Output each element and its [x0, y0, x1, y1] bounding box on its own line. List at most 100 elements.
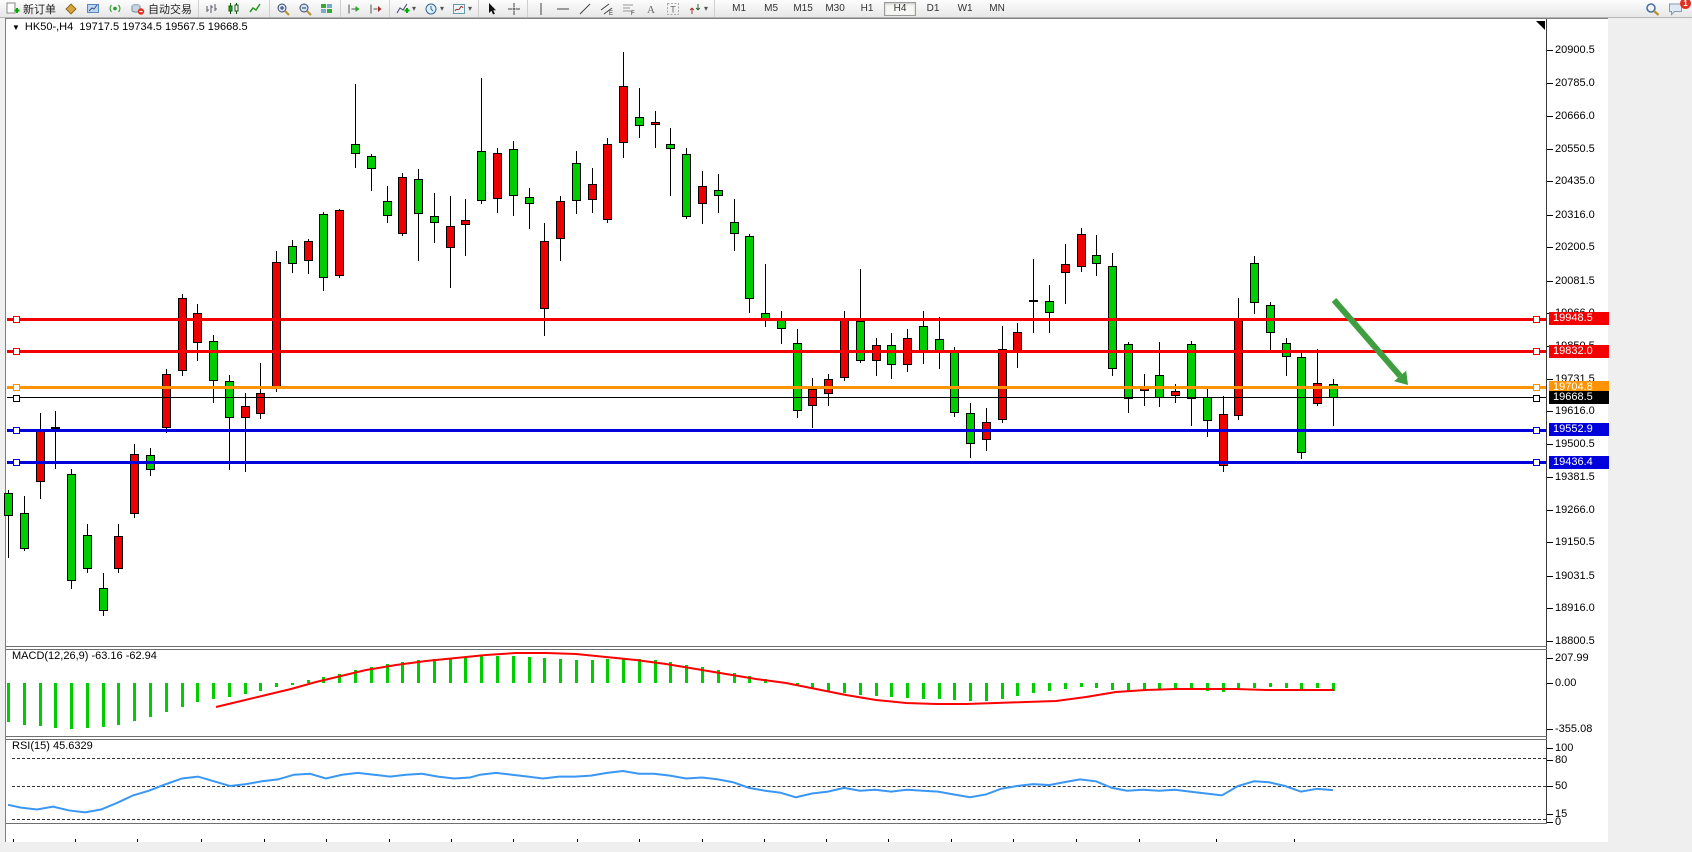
resistance-2-price-badge: 19832.0	[1549, 344, 1609, 358]
timeframe-m1-button[interactable]: M1	[732, 2, 747, 14]
collapse-triangle-icon[interactable]: ▼	[12, 23, 20, 32]
line-handle[interactable]	[13, 395, 20, 403]
line-handle[interactable]	[1533, 315, 1540, 323]
macd-histogram-bar	[842, 683, 846, 694]
resistance-2-line[interactable]	[7, 348, 1546, 356]
timeframe-m30-button[interactable]: M30	[825, 2, 845, 14]
time-axis-tick	[1139, 839, 1140, 844]
resistance-1-line[interactable]	[7, 315, 1546, 323]
chat-button[interactable]: 1	[1665, 0, 1691, 16]
zoom-in-button[interactable]	[273, 1, 293, 16]
auto-scroll-button[interactable]	[344, 1, 364, 16]
line-handle[interactable]	[1533, 395, 1540, 403]
line-handle[interactable]	[13, 348, 20, 356]
text-label-button[interactable]: T	[663, 1, 683, 16]
macd-histogram-bar	[969, 683, 973, 702]
periods-button[interactable]: ▾	[421, 1, 447, 16]
pivot-line[interactable]	[7, 384, 1546, 392]
bars-chart-button[interactable]	[202, 1, 222, 16]
candle-body	[256, 393, 266, 414]
time-axis-tick	[826, 839, 827, 844]
vertical-line-icon	[534, 2, 548, 16]
chart-header[interactable]: ▼ HK50-,H4 19717.5 19734.5 19567.5 19668.…	[12, 21, 248, 33]
candle-body	[272, 262, 282, 389]
macd-histogram-bar	[70, 683, 74, 730]
templates-button[interactable]: ▾	[449, 1, 475, 16]
time-axis-tick	[702, 839, 703, 844]
macd-histogram-bar	[1048, 683, 1052, 692]
line-handle[interactable]	[13, 459, 20, 467]
line-handle[interactable]	[1533, 384, 1540, 392]
search-button[interactable]	[1642, 1, 1663, 16]
candle-body	[1108, 265, 1118, 369]
chevron-down-icon: ▾	[440, 4, 445, 13]
macd-histogram-bar	[38, 683, 42, 727]
horizontal-line-button[interactable]	[553, 1, 573, 16]
chevron-down-icon: ▾	[412, 4, 417, 13]
workspace-empty-area	[1608, 18, 1692, 852]
cursor-button[interactable]	[482, 1, 502, 16]
chart-shift-button[interactable]	[366, 1, 386, 16]
macd-histogram-bar	[322, 677, 326, 683]
trendline-button[interactable]	[575, 1, 595, 16]
indicators-button[interactable]: ▾	[393, 1, 419, 16]
macd-histogram-bar	[574, 659, 578, 683]
signal-button[interactable]	[105, 1, 125, 16]
support-1-line[interactable]	[7, 426, 1546, 434]
autotrading-button[interactable]: 自动交易	[127, 1, 195, 16]
timeframe-m5-button[interactable]: M5	[764, 2, 779, 14]
macd-histogram-bar	[22, 683, 26, 725]
line-handle[interactable]	[13, 426, 20, 434]
line-handle[interactable]	[1533, 426, 1540, 434]
timeframe-m15-button[interactable]: M15	[793, 2, 813, 14]
fibonacci-button[interactable]: F	[619, 1, 639, 16]
support-2-line[interactable]	[7, 459, 1546, 467]
profiles-button[interactable]	[83, 1, 103, 16]
candle-body	[351, 143, 360, 155]
line-handle[interactable]	[13, 315, 20, 323]
timeframe-h1-button[interactable]: H1	[860, 2, 874, 14]
chart-shift-marker-icon[interactable]	[1536, 21, 1545, 30]
text-button[interactable]: A	[641, 1, 661, 16]
timeframe-d1-button[interactable]: D1	[926, 2, 940, 14]
macd-histogram-bar	[227, 683, 231, 697]
macd-histogram-bar	[590, 659, 594, 683]
timeframe-h4-button[interactable]: H4	[884, 1, 917, 16]
price-tick-label: 19266.0	[1547, 504, 1595, 516]
candle-body	[1313, 382, 1323, 405]
candle-body	[4, 492, 13, 516]
bucket-icon	[64, 2, 78, 15]
arrows-button[interactable]: ▾	[685, 1, 711, 16]
bucket-button[interactable]	[61, 1, 81, 16]
candle-body	[67, 474, 77, 581]
macd-histogram-bar	[1205, 683, 1209, 691]
channel-button[interactable]: E	[597, 1, 617, 16]
line-handle[interactable]	[13, 384, 20, 392]
macd-histogram-bar	[464, 657, 468, 683]
candle-body	[839, 318, 849, 378]
current-price-price-badge: 19668.5	[1549, 390, 1609, 404]
line-handle[interactable]	[1533, 459, 1540, 467]
candlestick-chart-button[interactable]	[224, 1, 244, 16]
macd-histogram-bar	[1221, 683, 1225, 693]
tile-windows-button[interactable]	[317, 1, 337, 16]
macd-histogram-bar	[622, 658, 626, 683]
candle-body	[1076, 233, 1086, 268]
time-axis-tick	[75, 839, 76, 844]
toolbar-group-timeframes: M1 M5 M15 M30 H1 H4 D1 W1 MN	[721, 0, 1015, 17]
macd-histogram-bar	[606, 659, 610, 683]
time-axis-tick	[326, 839, 327, 844]
new-order-button[interactable]: 新订单	[3, 1, 59, 16]
candle-body	[366, 156, 376, 169]
timeframe-w1-button[interactable]: W1	[957, 2, 973, 14]
zoom-out-button[interactable]	[295, 1, 315, 16]
macd-histogram-bar	[1126, 683, 1130, 692]
vertical-line-button[interactable]	[531, 1, 551, 16]
macd-axis-label: 207.99	[1547, 652, 1589, 664]
annotation-arrow[interactable]	[1331, 298, 1408, 385]
current-price-line[interactable]	[7, 395, 1546, 403]
timeframe-mn-button[interactable]: MN	[989, 2, 1005, 14]
line-handle[interactable]	[1533, 348, 1540, 356]
line-chart-button[interactable]	[246, 1, 266, 16]
crosshair-button[interactable]	[504, 1, 524, 16]
